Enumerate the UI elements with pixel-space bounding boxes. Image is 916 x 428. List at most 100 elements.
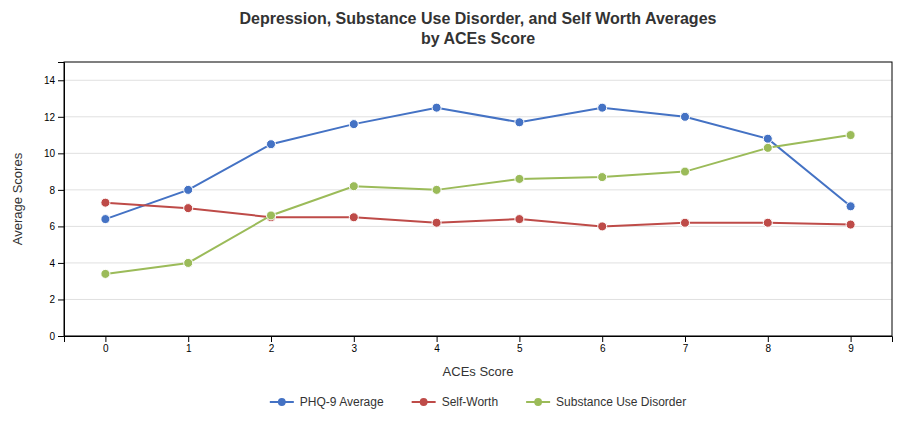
legend-item: Self-Worth: [412, 395, 498, 409]
grid-line: [64, 153, 892, 154]
tick-label: 6: [600, 343, 606, 354]
legend-marker: [534, 398, 542, 406]
legend-marker: [420, 398, 428, 406]
y-axis-line: [58, 63, 65, 337]
x-tick: 5: [517, 336, 523, 354]
tick-label: 0: [49, 331, 55, 342]
series-point: [184, 204, 193, 213]
tick-mark: [58, 299, 64, 300]
y-tick: 10: [44, 148, 64, 159]
series-point: [763, 143, 772, 152]
series-line: [105, 108, 850, 219]
series-point: [680, 218, 689, 227]
series-point: [598, 173, 607, 182]
legend-label: Self-Worth: [442, 395, 498, 409]
legend-label: PHQ-9 Average: [300, 395, 384, 409]
y-tick: 14: [44, 75, 64, 86]
series-point: [680, 112, 689, 121]
grid-line: [64, 299, 892, 300]
legend-label: Substance Use Disorder: [556, 395, 686, 409]
series-point: [432, 185, 441, 194]
tick-label: 0: [103, 343, 109, 354]
series-point: [349, 213, 358, 222]
tick-mark: [271, 336, 272, 342]
series-point: [515, 215, 524, 224]
tick-mark: [437, 336, 438, 342]
grid-line: [64, 116, 892, 117]
series-point: [101, 269, 110, 278]
y-tick: 2: [49, 294, 64, 305]
tick-mark: [768, 336, 769, 342]
y-tick: 8: [49, 185, 64, 196]
tick-mark: [685, 336, 686, 342]
x-tick: 9: [848, 336, 854, 354]
series-line: [105, 135, 850, 274]
y-axis-title: Average Scores: [10, 152, 25, 245]
legend: PHQ-9 Average Self-Worth Substance Use Dis…: [270, 395, 686, 409]
legend-item: Substance Use Disorder: [526, 395, 686, 409]
series-point: [266, 211, 275, 220]
series-point: [763, 134, 772, 143]
series-point: [184, 258, 193, 267]
series-point: [101, 198, 110, 207]
series-point: [349, 120, 358, 129]
tick-mark: [105, 336, 106, 342]
tick-label: 10: [44, 148, 56, 159]
tick-mark: [58, 263, 64, 264]
x-tick: 7: [683, 336, 689, 354]
x-tick: 1: [186, 336, 192, 354]
series-point: [266, 140, 275, 149]
series-point: [349, 182, 358, 191]
tick-mark: [58, 190, 64, 191]
plot-frame: [64, 62, 892, 336]
y-tick: 6: [49, 221, 64, 232]
legend-marker: [278, 398, 286, 406]
series-point: [680, 167, 689, 176]
tick-label: 8: [766, 343, 772, 354]
tick-label: 14: [44, 75, 56, 86]
series-point: [184, 185, 193, 194]
tick-label: 4: [49, 258, 55, 269]
series-point: [432, 218, 441, 227]
y-tick: 4: [49, 258, 64, 269]
tick-mark: [58, 117, 64, 118]
tick-label: 4: [434, 343, 440, 354]
x-axis: 0 1 2 3 4 5 6 7 8 9: [65, 336, 893, 354]
tick-mark: [519, 336, 520, 342]
tick-label: 2: [269, 343, 275, 354]
x-axis-title: ACEs Score: [443, 364, 514, 379]
series-point: [846, 131, 855, 140]
tick-mark: [58, 336, 64, 337]
grid: [64, 80, 892, 336]
series-point: [101, 215, 110, 224]
plot-area: 012345678902468101214: [44, 62, 893, 354]
x-tick: 6: [600, 336, 606, 354]
x-tick: 0: [103, 336, 109, 354]
tick-mark: [58, 80, 64, 81]
tick-label: 9: [848, 343, 854, 354]
tick-mark: [58, 153, 64, 154]
tick-mark: [354, 336, 355, 342]
y-axis: 0 2 4 6 8 10 12 14: [44, 63, 65, 342]
chart: 012345678902468101214Depression, Substan…: [0, 0, 916, 428]
series-point: [515, 118, 524, 127]
series-point: [598, 103, 607, 112]
tick-label: 5: [517, 343, 523, 354]
grid-line: [64, 80, 892, 81]
tick-label: 3: [352, 343, 358, 354]
x-axis-line: [65, 337, 893, 343]
tick-label: 6: [49, 221, 55, 232]
tick-label: 12: [44, 112, 56, 123]
series-line: [105, 203, 850, 227]
series-point: [515, 174, 524, 183]
series-point: [432, 103, 441, 112]
series-point: [763, 218, 772, 227]
series-group: [101, 103, 855, 278]
series-point: [598, 222, 607, 231]
series-point: [846, 202, 855, 211]
tick-label: 7: [683, 343, 689, 354]
tick-label: 1: [186, 343, 192, 354]
tick-label: 8: [49, 185, 55, 196]
y-tick: 0: [49, 331, 64, 342]
x-tick: 3: [352, 336, 358, 354]
